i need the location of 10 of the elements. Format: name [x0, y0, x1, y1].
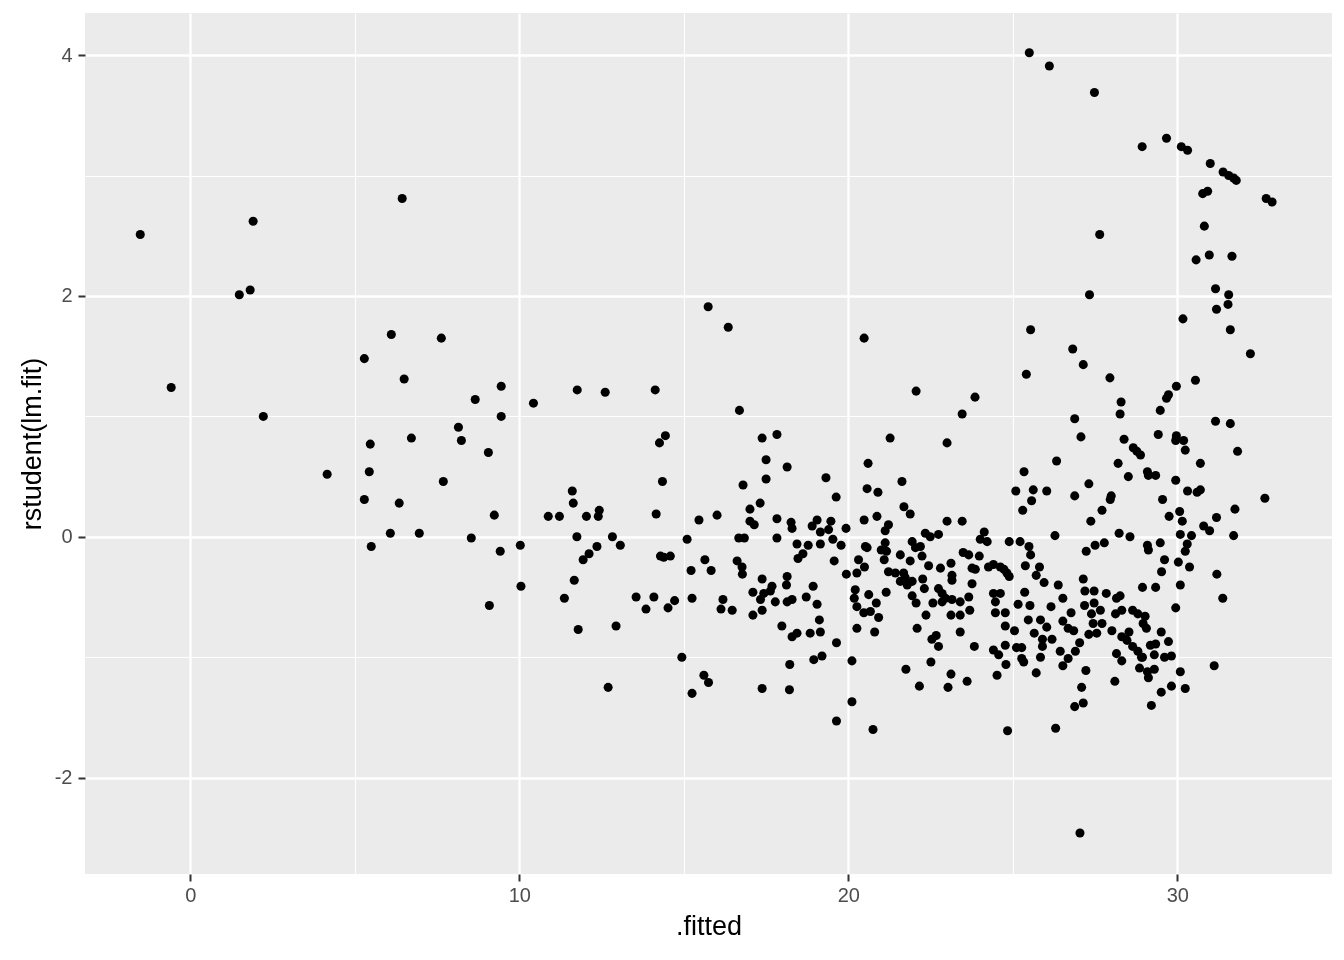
y-tick-label: 4	[61, 43, 73, 66]
x-tick-label: 30	[1166, 883, 1189, 906]
x-tick-label: 10	[508, 883, 531, 906]
x-axis-title: .fitted	[675, 910, 743, 941]
x-tick-label: 20	[837, 883, 860, 906]
y-tick-label: 0	[61, 525, 73, 548]
y-axis-title: rstudent(lm.fit)	[16, 357, 47, 531]
y-tick-label: -2	[54, 766, 73, 789]
y-tick-label: 2	[61, 284, 73, 307]
x-tick-label: 0	[185, 883, 197, 906]
